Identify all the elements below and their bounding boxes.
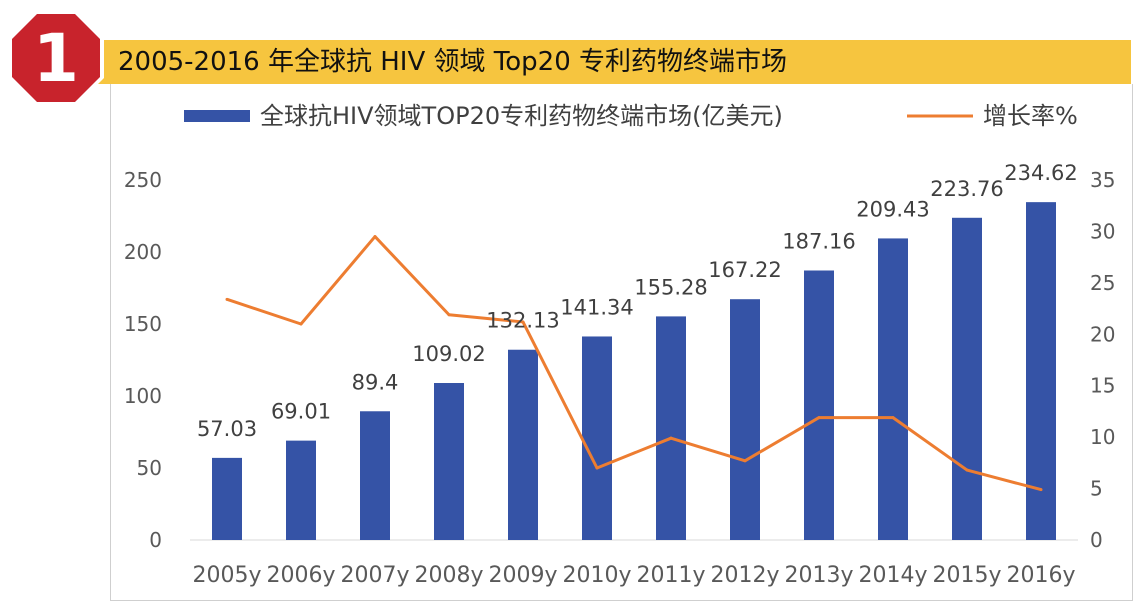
- bar-data-label: 57.03: [197, 417, 257, 441]
- bar-data-label: 109.02: [412, 342, 485, 366]
- y-right-tick-label: 25: [1090, 271, 1115, 295]
- badge-number: 1: [33, 20, 79, 97]
- growth-rate-point: [891, 416, 895, 420]
- x-tick-label: 2014y: [858, 563, 927, 588]
- x-tick-label: 2013y: [784, 563, 853, 588]
- growth-rate-point: [521, 320, 525, 324]
- x-tick-label: 2011y: [636, 563, 705, 588]
- bar-data-label: 209.43: [856, 197, 929, 221]
- growth-rate-point: [595, 466, 599, 470]
- bar-data-label: 187.16: [782, 229, 855, 253]
- bar: [656, 316, 686, 540]
- y-right-tick-label: 15: [1090, 374, 1115, 398]
- bar-data-label: 167.22: [708, 258, 781, 282]
- bar: [952, 217, 982, 541]
- growth-rate-point: [225, 297, 229, 301]
- y-right-tick-label: 0: [1090, 528, 1103, 552]
- growth-rate-point: [817, 416, 821, 420]
- bar-data-label: 141.34: [560, 295, 633, 319]
- x-tick-label: 2010y: [562, 563, 631, 588]
- y-right-tick-label: 35: [1090, 168, 1115, 192]
- bar: [286, 440, 316, 540]
- x-tick-label: 2016y: [1006, 563, 1075, 588]
- bar: [212, 457, 242, 540]
- y-right-tick-label: 30: [1090, 219, 1115, 243]
- bar: [508, 349, 538, 540]
- growth-rate-point: [299, 322, 303, 326]
- page-title: 2005-2016 年全球抗 HIV 领域 Top20 专利药物终端市场: [118, 47, 788, 77]
- bar: [434, 383, 464, 540]
- growth-rate-point: [743, 459, 747, 463]
- legend-label-line: 增长率%: [983, 102, 1078, 130]
- bar-data-label: 155.28: [634, 275, 707, 299]
- y-right-tick-label: 20: [1090, 322, 1115, 346]
- bar: [730, 299, 760, 540]
- x-tick-label: 2008y: [414, 563, 483, 588]
- chart-legend: 全球抗HIV领域TOP20专利药物终端市场(亿美元) 增长率%: [184, 102, 1078, 130]
- x-tick-label: 2006y: [266, 563, 335, 588]
- bar: [878, 238, 908, 540]
- bar: [1026, 202, 1056, 540]
- y-left-tick-label: 250: [124, 168, 162, 192]
- bar-data-label: 234.62: [1004, 161, 1077, 185]
- x-tick-label: 2007y: [340, 563, 409, 588]
- y-left-tick-label: 150: [124, 312, 162, 336]
- legend-swatch-bar: [184, 110, 250, 122]
- x-tick-label: 2015y: [932, 563, 1001, 588]
- growth-rate-point: [447, 313, 451, 317]
- bar: [804, 270, 834, 540]
- growth-rate-point: [1039, 488, 1043, 492]
- bar-data-label: 69.01: [271, 400, 331, 424]
- growth-rate-point: [965, 468, 969, 472]
- x-tick-label: 2005y: [192, 563, 261, 588]
- bar: [582, 336, 612, 540]
- y-right-tick-label: 10: [1090, 425, 1115, 449]
- bar-data-label: 223.76: [930, 177, 1003, 201]
- x-tick-label: 2012y: [710, 563, 779, 588]
- legend-label-bar: 全球抗HIV领域TOP20专利药物终端市场(亿美元): [260, 102, 783, 130]
- growth-rate-point: [373, 235, 377, 239]
- y-left-tick-label: 0: [149, 528, 162, 552]
- growth-rate-line: [226, 235, 1042, 492]
- y-left-tick-label: 50: [137, 456, 162, 480]
- y-right-tick-label: 5: [1090, 477, 1103, 501]
- y-left-tick-label: 200: [124, 240, 162, 264]
- bar-data-label: 89.4: [352, 370, 399, 394]
- y-left-tick-label: 100: [124, 384, 162, 408]
- bar: [360, 411, 390, 540]
- header-bar: 2005-2016 年全球抗 HIV 领域 Top20 专利药物终端市场: [98, 40, 1131, 84]
- number-badge-icon: 1: [8, 10, 104, 106]
- x-tick-label: 2009y: [488, 563, 557, 588]
- growth-rate-point: [669, 436, 673, 440]
- bar-data-label: 132.13: [486, 309, 559, 333]
